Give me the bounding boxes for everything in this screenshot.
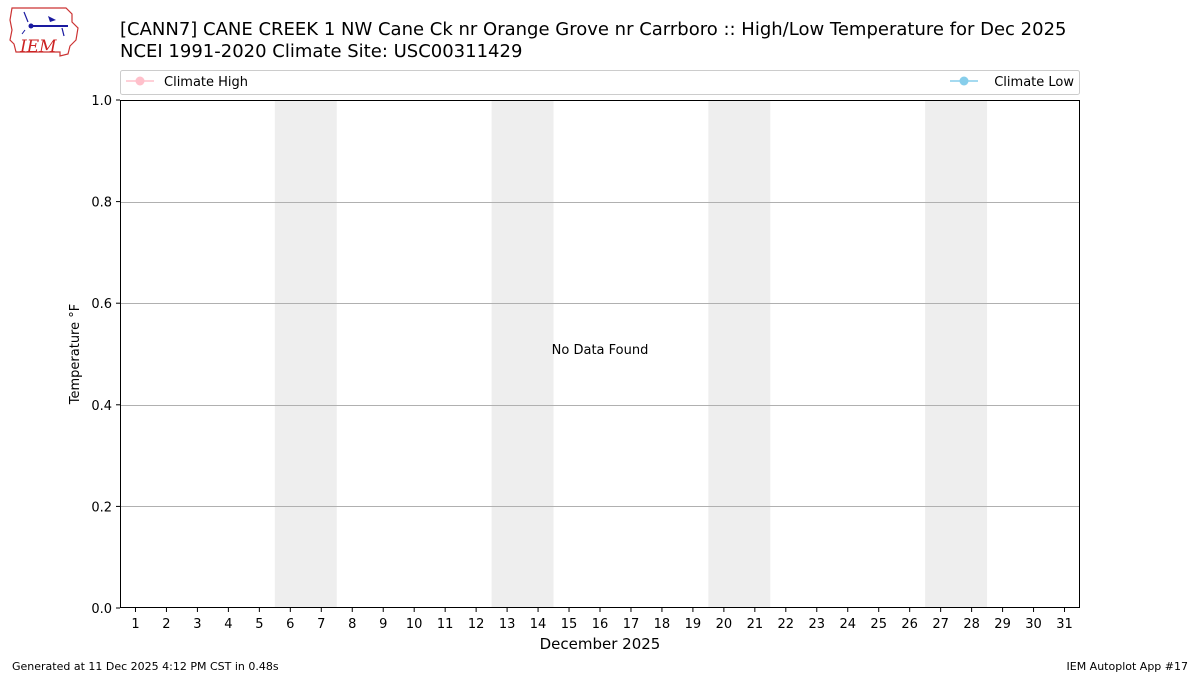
x-tick-label: 21 — [747, 617, 764, 632]
x-axis-ticks: 1 2 3 4 5 6 7 8 9 10 11 12 13 14 15 16 17 18 19 20 21 22 23 24 2… — [131, 608, 1073, 632]
x-tick-label: 23 — [809, 617, 826, 632]
x-tick-label: 3 — [193, 617, 201, 632]
x-tick-label: 25 — [870, 617, 887, 632]
iem-logo: IEM — [9, 7, 79, 57]
x-tick-label: 2 — [162, 617, 170, 632]
x-tick-label: 14 — [530, 617, 547, 632]
y-tick-label: 0.8 — [91, 196, 112, 211]
x-tick-label: 4 — [224, 617, 232, 632]
plot-frame — [120, 100, 1080, 608]
y-axis-ticks: 0.0 0.2 0.4 0.6 0.8 1.0 — [91, 94, 120, 617]
chart-title: [CANN7] CANE CREEK 1 NW Cane Ck nr Orang… — [120, 19, 1067, 40]
x-tick-label: 9 — [379, 617, 387, 632]
no-data-annotation: No Data Found — [552, 343, 649, 358]
legend-entry-high: Climate High — [126, 75, 248, 90]
y-tick-label: 0.2 — [91, 500, 112, 515]
footer-app-id: IEM Autoplot App #17 — [1067, 660, 1189, 673]
gridlines — [120, 202, 1080, 507]
x-tick-label: 12 — [468, 617, 485, 632]
legend-high-label: Climate High — [164, 75, 248, 90]
x-tick-label: 31 — [1056, 617, 1073, 632]
legend-high-marker — [135, 76, 145, 86]
x-tick-label: 19 — [685, 617, 702, 632]
legend-box — [120, 70, 1080, 95]
weekend-band — [491, 100, 554, 608]
weekend-band — [274, 100, 337, 608]
y-tick-label: 0.0 — [91, 602, 112, 617]
x-tick-label: 22 — [778, 617, 795, 632]
x-tick-label: 30 — [1025, 617, 1042, 632]
legend: Climate High Climate Low — [120, 70, 1080, 95]
weekend-band — [708, 100, 771, 608]
x-tick-label: 18 — [654, 617, 671, 632]
x-tick-label: 17 — [623, 617, 640, 632]
x-tick-label: 28 — [963, 617, 980, 632]
x-tick-label: 26 — [901, 617, 918, 632]
x-tick-label: 10 — [406, 617, 423, 632]
y-tick-label: 0.6 — [91, 297, 112, 312]
x-tick-label: 20 — [716, 617, 733, 632]
y-tick-label: 0.4 — [91, 399, 112, 414]
weekend-bands — [274, 100, 988, 608]
x-tick-label: 27 — [932, 617, 949, 632]
y-axis-label: Temperature °F — [68, 304, 83, 405]
plot-area: No Data Found 1 2 3 4 5 6 7 8 9 10 11 12 13 14 15 16 17 1… — [91, 94, 1080, 632]
weekend-band — [925, 100, 988, 608]
x-tick-label: 11 — [437, 617, 454, 632]
x-axis-label: December 2025 — [540, 635, 661, 653]
chart-subtitle: NCEI 1991-2020 Climate Site: USC00311429 — [120, 41, 522, 62]
legend-low-marker — [959, 76, 969, 86]
x-tick-label: 16 — [592, 617, 609, 632]
footer-generated: Generated at 11 Dec 2025 4:12 PM CST in … — [12, 660, 279, 673]
x-tick-label: 8 — [348, 617, 356, 632]
legend-low-label: Climate Low — [994, 75, 1074, 90]
x-tick-label: 5 — [255, 617, 263, 632]
x-tick-label: 13 — [499, 617, 516, 632]
x-tick-label: 1 — [131, 617, 139, 632]
logo-text: IEM — [19, 37, 57, 57]
legend-entry-low: Climate Low — [950, 75, 1074, 90]
x-tick-label: 15 — [561, 617, 578, 632]
x-tick-label: 24 — [839, 617, 856, 632]
y-tick-label: 1.0 — [91, 94, 112, 109]
x-tick-label: 7 — [317, 617, 325, 632]
x-tick-label: 6 — [286, 617, 294, 632]
x-tick-label: 29 — [994, 617, 1011, 632]
